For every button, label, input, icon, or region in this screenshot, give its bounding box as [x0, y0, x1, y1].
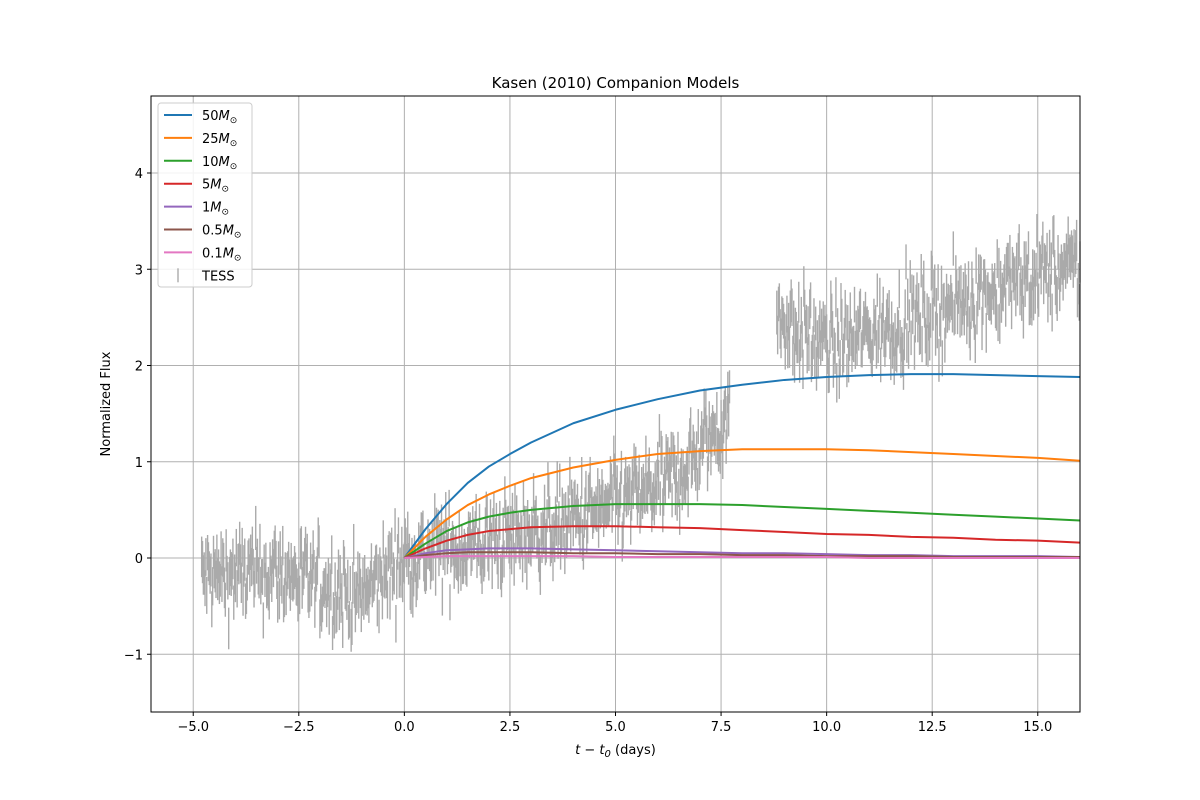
x-axis-label-unit: (days) [611, 743, 656, 758]
model-curve-0p1-msun [404, 555, 1080, 559]
model-curve-50-msun [403, 373, 1081, 559]
legend-label-tess: TESS [201, 269, 235, 284]
x-tick-label: 7.5 [711, 720, 732, 735]
x-tick-label: 2.5 [500, 720, 521, 735]
legend-label: 25M⊙ [202, 132, 237, 149]
x-tick-label: 15.0 [1023, 720, 1052, 735]
y-tick-label: −1 [124, 648, 143, 663]
y-axis-ticks: −1 0 1 2 3 4 [124, 167, 151, 663]
x-tick-label: 10.0 [812, 720, 841, 735]
model-curve-0p5-msun [404, 551, 1080, 559]
legend-label: 0.5M⊙ [202, 224, 241, 241]
legend-label: 5M⊙ [202, 178, 229, 195]
model-curve-10-msun [403, 503, 1081, 559]
model-curves [403, 373, 1081, 559]
tess-data-errorbars [200, 214, 1081, 652]
x-tick-label: −5.0 [177, 720, 209, 735]
y-axis-label: Normalized Flux [99, 351, 114, 456]
legend-box [157, 102, 253, 288]
plot-area [150, 95, 1081, 713]
model-curve-25-msun [403, 448, 1081, 559]
x-tick-label: 5.0 [605, 720, 626, 735]
x-axis-label-subscript: 0 [605, 749, 611, 760]
legend-label: 1M⊙ [202, 201, 229, 218]
legend-label: 50M⊙ [202, 109, 237, 126]
y-tick-label: 2 [135, 360, 143, 375]
legend-label: 10M⊙ [202, 155, 237, 172]
x-tick-label: −2.5 [283, 720, 315, 735]
x-axis-label: t − t0 (days) [575, 743, 656, 760]
x-tick-label: 0.0 [394, 720, 415, 735]
y-tick-label: 1 [135, 456, 143, 471]
legend-items: 50M⊙ 25M⊙ 10M⊙ 5M⊙ 1M⊙ 0.5M⊙ 0.1M⊙ TESS [164, 109, 241, 284]
x-tick-label: 12.5 [918, 720, 947, 735]
model-curve-5-msun [403, 525, 1081, 559]
x-axis-label-variable: t − t [575, 743, 605, 758]
x-axis-ticks: −5.0 −2.5 0.0 2.5 5.0 7.5 10.0 12.5 15.0 [177, 712, 1052, 735]
y-tick-label: 4 [135, 167, 143, 182]
legend: 50M⊙ 25M⊙ 10M⊙ 5M⊙ 1M⊙ 0.5M⊙ 0.1M⊙ TESS [157, 102, 253, 288]
legend-label: 0.1M⊙ [202, 246, 241, 263]
y-tick-label: 3 [135, 263, 143, 278]
chart-title: Kasen (2010) Companion Models [492, 74, 740, 92]
y-tick-label: 0 [135, 552, 143, 567]
